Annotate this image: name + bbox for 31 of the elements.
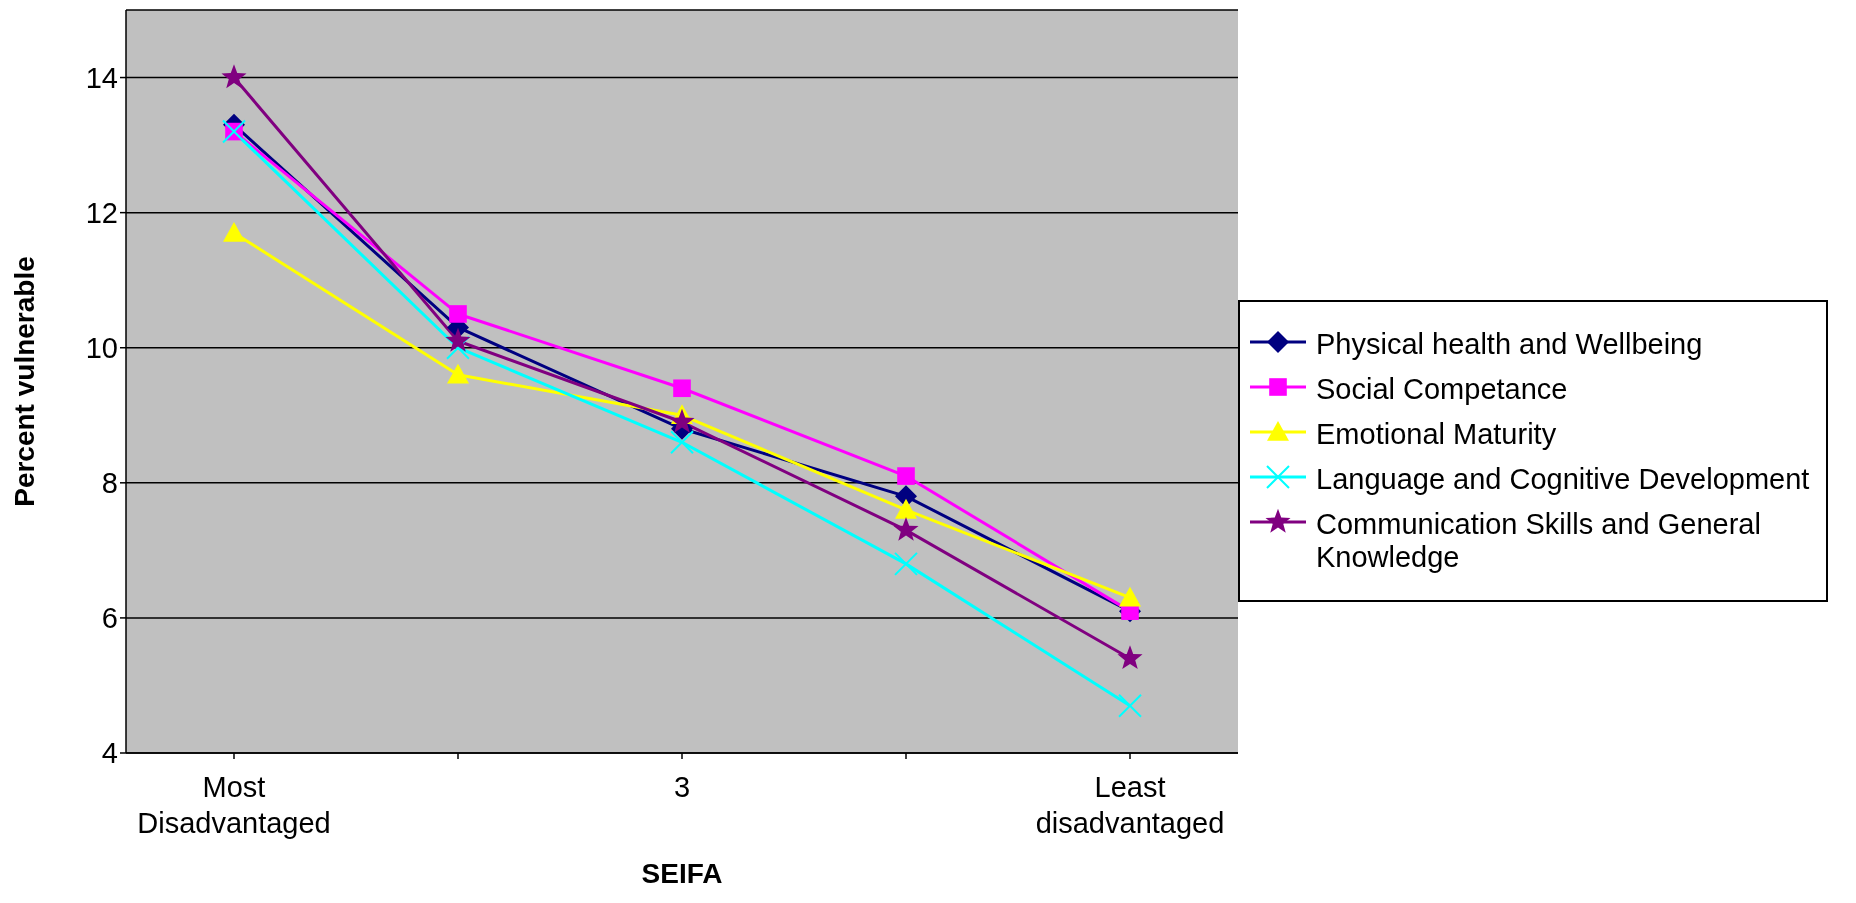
x-tick-label: Most Disadvantaged xyxy=(137,771,331,839)
point xyxy=(221,64,247,89)
y-axis-title: Percent vulnerable xyxy=(8,256,40,507)
y-tick-label: 4 xyxy=(101,737,118,770)
x-tick-label: Least disadvantaged xyxy=(1035,771,1225,839)
y-tick-label: 6 xyxy=(101,602,118,635)
legend-label: Physical health and Wellbeing xyxy=(1316,327,1703,361)
x-axis-title: SEIFA xyxy=(641,858,723,889)
legend-label: Emotional Maturity xyxy=(1316,417,1557,451)
legend-label: Language and Cognitive Development xyxy=(1316,462,1810,496)
y-tick-label: 12 xyxy=(85,196,118,229)
point xyxy=(894,551,918,576)
y-tick-label: 10 xyxy=(85,332,118,365)
point xyxy=(1118,693,1142,718)
point xyxy=(673,379,691,398)
point xyxy=(449,305,467,323)
point xyxy=(669,408,695,433)
legend-label: Communication Skills and General Knowledge xyxy=(1316,507,1762,574)
point xyxy=(223,221,245,242)
point xyxy=(1119,586,1141,607)
point xyxy=(895,498,917,519)
x-tick-label: 3 xyxy=(673,771,691,803)
legend-label: Social Competance xyxy=(1316,372,1568,406)
point xyxy=(670,430,694,455)
y-tick-label: 8 xyxy=(101,467,118,500)
point xyxy=(447,363,469,384)
point xyxy=(893,516,919,541)
point xyxy=(1117,645,1143,670)
point xyxy=(445,327,471,352)
point xyxy=(897,467,915,485)
y-tick-label: 14 xyxy=(85,61,118,94)
